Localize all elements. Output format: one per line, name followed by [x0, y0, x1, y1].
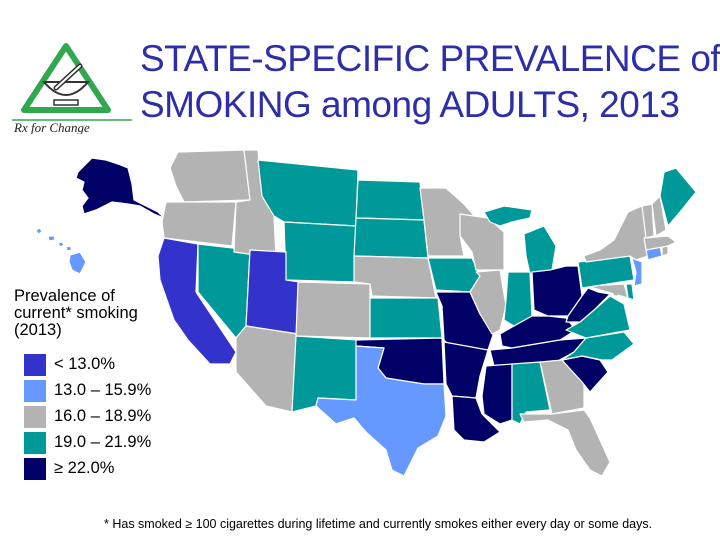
title-line-1: STATE-SPECIFIC PREVALENCE of — [140, 38, 720, 79]
mortar-pestle-icon — [41, 63, 91, 106]
state-nh — [651, 195, 667, 237]
us-choropleth-map — [35, 149, 697, 477]
legend-swatch — [24, 406, 46, 428]
legend-label: 19.0 – 21.9% — [54, 433, 152, 451]
title-line-2: SMOKING among ADULTS, 2013 — [140, 84, 680, 125]
legend-item: ≥ 22.0% — [22, 456, 182, 482]
state-hi — [35, 227, 43, 235]
state-ia — [427, 257, 481, 293]
page-title: STATE-SPECIFIC PREVALENCE of SMOKING amo… — [140, 36, 720, 128]
state-ms — [481, 363, 513, 425]
state-nj — [631, 257, 643, 287]
state-mi — [523, 225, 557, 275]
legend-title: Prevalence of current* smoking (2013) — [14, 288, 174, 339]
state-me — [659, 167, 697, 227]
state-wy — [283, 221, 357, 283]
legend-swatch — [24, 380, 46, 402]
legend-title-line-1: Prevalence of — [14, 287, 115, 305]
state-sd — [353, 217, 429, 259]
legend-label: ≥ 22.0% — [54, 459, 115, 477]
state-az — [235, 325, 299, 413]
legend-label: 16.0 – 18.9% — [54, 407, 152, 425]
state-co — [295, 281, 371, 339]
state-hi — [47, 235, 56, 242]
state-fl — [519, 409, 611, 477]
legend-label: < 13.0% — [54, 355, 116, 373]
legend-swatch — [24, 354, 46, 376]
state-vt — [641, 203, 655, 239]
state-ca — [157, 237, 237, 365]
legend-item: 19.0 – 21.9% — [22, 430, 182, 456]
state-nd — [355, 179, 425, 221]
legend-item: < 13.0% — [22, 352, 182, 378]
state-de — [625, 283, 635, 301]
legend-swatch — [24, 458, 46, 480]
state-il — [469, 269, 507, 335]
legend-title-line-2: current* smoking — [14, 304, 138, 322]
rx-for-change-logo: Rx for Change — [12, 43, 132, 134]
legend-title-line-3: (2013) — [14, 321, 62, 339]
footnote: * Has smoked ≥ 100 cigarettes during lif… — [104, 517, 653, 531]
state-hi — [65, 245, 73, 252]
legend-swatch — [24, 432, 46, 454]
legend-item: 13.0 – 15.9% — [22, 378, 182, 404]
state-hi — [57, 241, 65, 248]
state-tx — [315, 345, 447, 477]
state-ma — [643, 235, 677, 251]
state-ks — [369, 297, 443, 339]
state-ny — [583, 205, 649, 263]
state-ga — [539, 359, 585, 415]
state-hi — [68, 251, 87, 275]
state-or — [161, 201, 237, 247]
state-wv — [565, 287, 611, 323]
state-mi — [483, 205, 533, 227]
legend-item: 16.0 – 18.9% — [22, 404, 182, 430]
state-dc — [613, 290, 619, 296]
legend-label: 13.0 – 15.9% — [54, 381, 152, 399]
map-legend: < 13.0% 13.0 – 15.9% 16.0 – 18.9% 19.0 –… — [22, 352, 182, 482]
state-la — [451, 395, 501, 443]
state-ar — [443, 341, 489, 399]
logo-wordmark: Rx for Change — [13, 120, 90, 134]
state-wa — [169, 149, 251, 203]
state-ak — [75, 157, 165, 219]
